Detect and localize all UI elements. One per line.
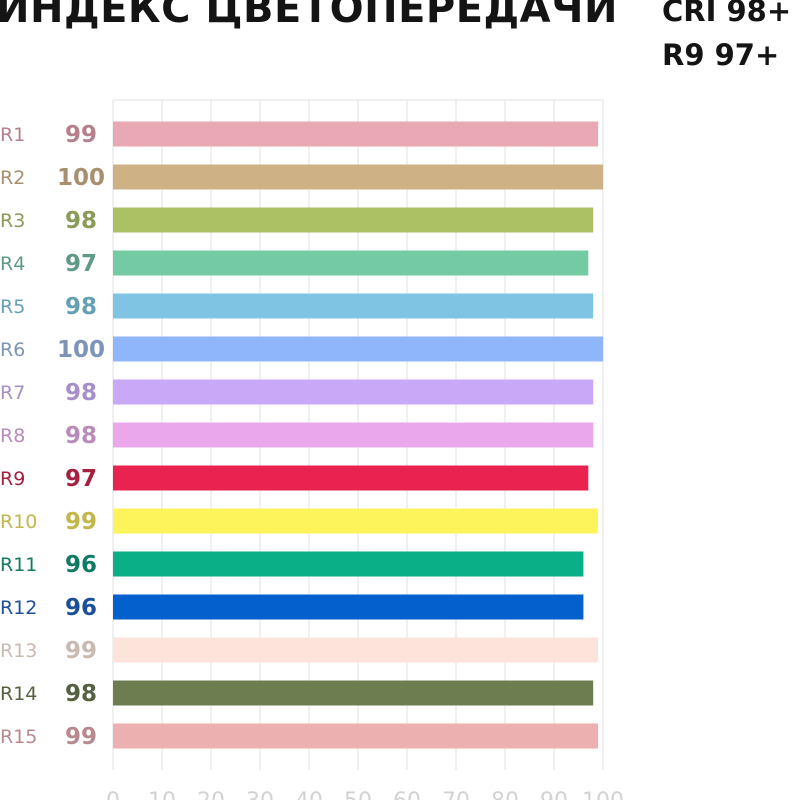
- category-label: R3: [0, 210, 25, 232]
- chart-title: ИНДЕКС ЦВЕТОПЕРЕДАЧИ: [0, 0, 618, 32]
- bar: [113, 293, 594, 319]
- bar: [113, 336, 603, 362]
- value-label: 98: [65, 294, 97, 320]
- category-label: R11: [0, 554, 37, 576]
- bar: [113, 250, 589, 276]
- bar: [113, 422, 594, 448]
- value-label: 98: [65, 423, 97, 449]
- x-tick-label: 0: [106, 789, 120, 800]
- value-label: 100: [57, 165, 105, 191]
- category-label: R12: [0, 597, 37, 619]
- r9-badge: R9 97+: [662, 38, 780, 72]
- category-label: R1: [0, 124, 25, 146]
- bar: [113, 121, 599, 147]
- category-label: R8: [0, 425, 25, 447]
- x-tick-label: 100: [582, 789, 624, 800]
- bar: [113, 551, 584, 577]
- category-label: R14: [0, 683, 37, 705]
- value-label: 98: [65, 380, 97, 406]
- x-tick-label: 60: [393, 789, 421, 800]
- category-label: R7: [0, 382, 25, 404]
- bar: [113, 379, 594, 405]
- value-label: 99: [65, 509, 97, 535]
- value-label: 100: [57, 337, 105, 363]
- x-tick-label: 80: [491, 789, 519, 800]
- value-label: 98: [65, 208, 97, 234]
- bar: [113, 207, 594, 233]
- x-tick-label: 40: [295, 789, 323, 800]
- value-label: 97: [65, 466, 97, 492]
- category-label: R15: [0, 726, 37, 748]
- value-label: 96: [65, 552, 97, 578]
- x-tick-label: 90: [540, 789, 568, 800]
- bar: [113, 723, 599, 749]
- category-label: R2: [0, 167, 25, 189]
- value-label: 99: [65, 638, 97, 664]
- bar: [113, 594, 584, 620]
- x-tick-label: 10: [148, 789, 176, 800]
- bar: [113, 465, 589, 491]
- x-tick-label: 70: [442, 789, 470, 800]
- value-label: 96: [65, 595, 97, 621]
- value-label: 98: [65, 681, 97, 707]
- x-tick-label: 50: [344, 789, 372, 800]
- category-label: R10: [0, 511, 37, 533]
- x-tick-label: 30: [246, 789, 274, 800]
- cri-badge: CRI 98+: [662, 0, 792, 28]
- x-tick-label: 20: [197, 789, 225, 800]
- category-label: R6: [0, 339, 25, 361]
- value-label: 99: [65, 122, 97, 148]
- category-label: R5: [0, 296, 25, 318]
- bar: [113, 508, 599, 534]
- bar: [113, 164, 603, 190]
- bar: [113, 637, 599, 663]
- category-label: R4: [0, 253, 25, 275]
- category-label: R9: [0, 468, 25, 490]
- bar: [113, 680, 594, 706]
- value-label: 99: [65, 724, 97, 750]
- value-label: 97: [65, 251, 97, 277]
- category-label: R13: [0, 640, 37, 662]
